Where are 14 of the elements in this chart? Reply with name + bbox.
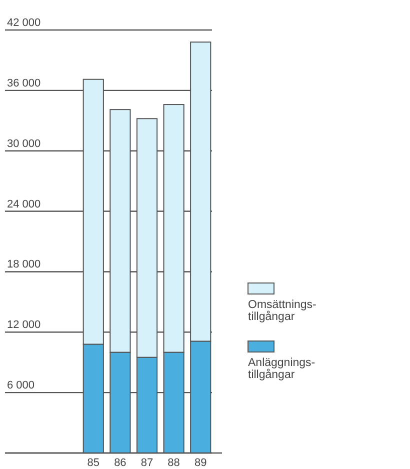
x-tick-label: 86 [114,457,126,469]
y-tick-label: 12 000 [7,319,41,332]
x-tick-label: 89 [194,457,207,469]
y-tick-label: 6 000 [7,380,35,392]
x-tick-label: 88 [168,457,180,469]
y-tick-label: 24 000 [7,198,41,210]
x-tick-label: 85 [87,457,100,469]
legend-label: Anläggnings-tillgångar [248,357,316,381]
y-tick-label: 30 000 [7,138,41,150]
x-tick-label: 87 [140,457,154,469]
legend-label: Omsättnings-tillgångar [248,299,317,323]
y-tick-label: 36 000 [7,77,41,90]
y-tick-label: 42 000 [7,17,41,29]
y-tick-label: 18 000 [7,258,41,271]
